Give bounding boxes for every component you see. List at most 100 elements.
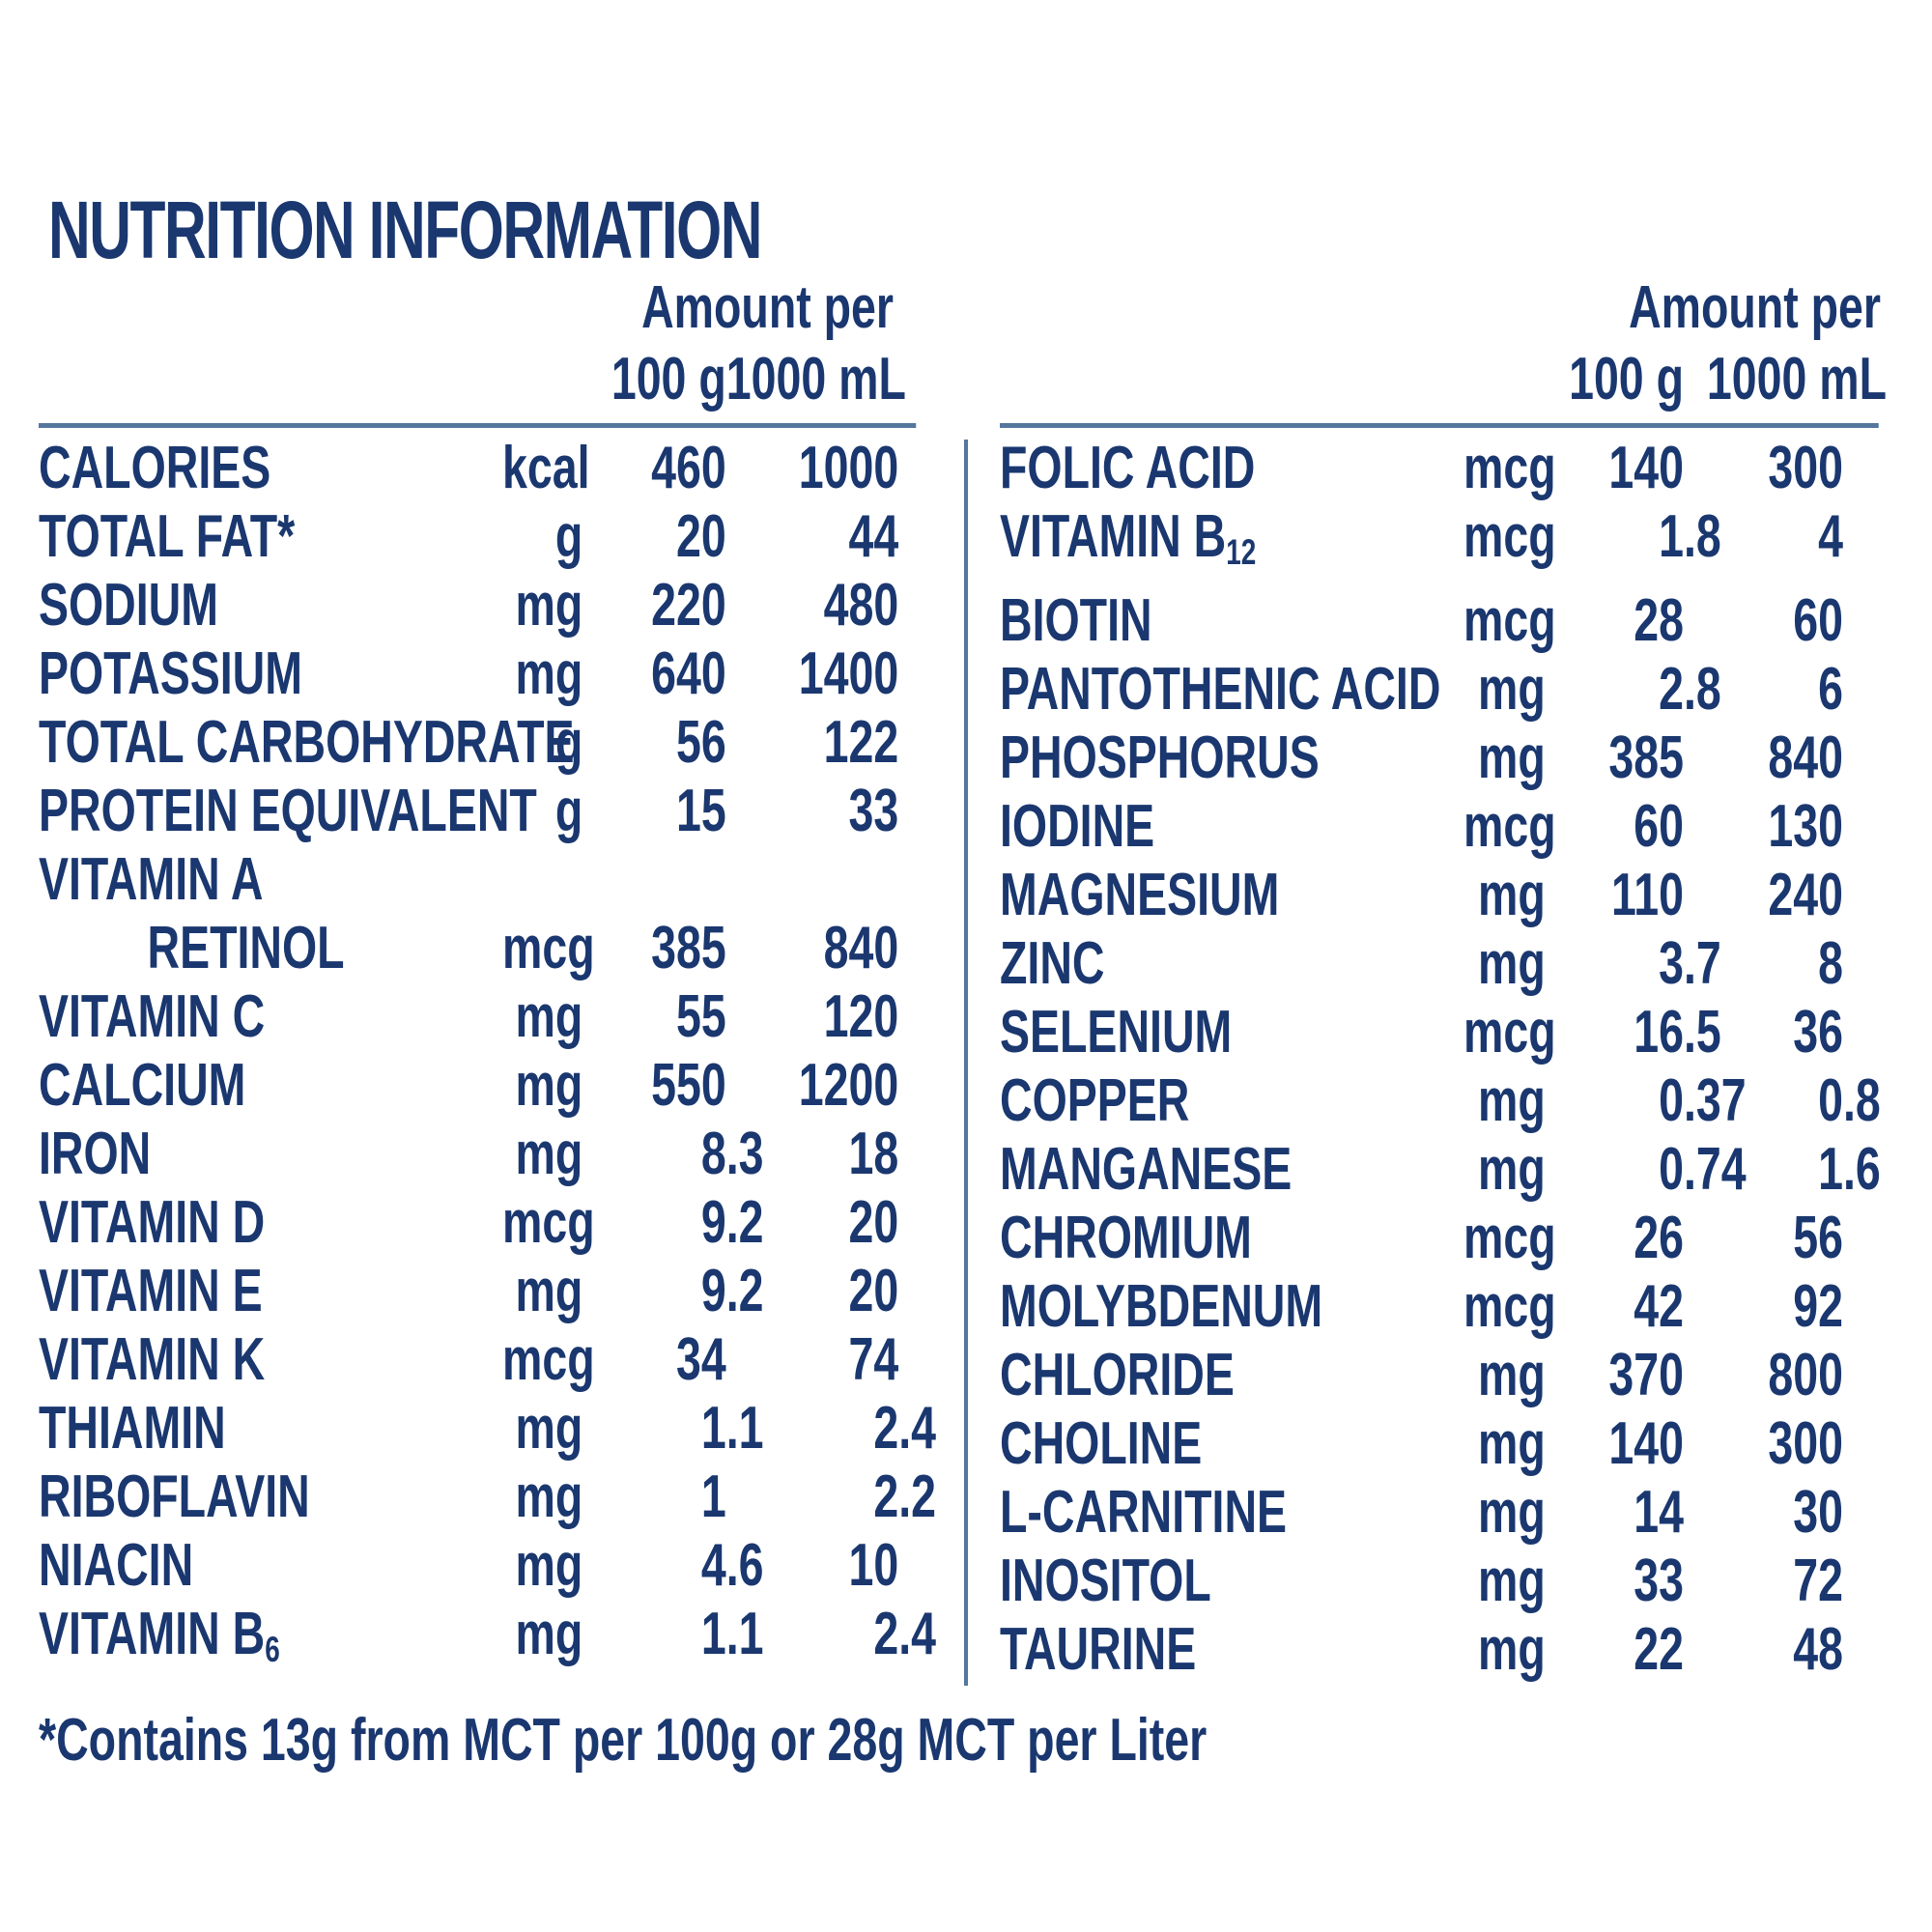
nutrient-name: L-CARNITINE <box>1000 1479 1288 1547</box>
table-row: POTASSIUM mg 640 1400 <box>39 639 916 708</box>
value-100g: 26 <box>1634 1205 1684 1272</box>
nutrient-name: TOTAL CARBOHYDRATE <box>39 709 575 776</box>
nutrient-name: TAURINE <box>1000 1616 1197 1684</box>
unit-label: mcg <box>502 915 595 981</box>
value-100g: 14 <box>1634 1479 1684 1547</box>
value-100g: 220 <box>651 572 726 639</box>
nutrient-name: PHOSPHORUS <box>1000 724 1320 792</box>
nutrient-name: CHLORIDE <box>1000 1342 1235 1409</box>
value-100g: 550 <box>651 1052 726 1119</box>
value-100g: 34 <box>676 1326 726 1393</box>
value-100g: 640 <box>651 640 726 707</box>
value-1000ml: 6 <box>1818 656 1843 724</box>
subscript: 6 <box>265 1629 280 1670</box>
value-100g: 4.6 <box>700 1532 764 1599</box>
nutrient-name: VITAMIN E <box>39 1258 263 1324</box>
value-1000ml: 10 <box>848 1532 899 1599</box>
nutrient-name: MAGNESIUM <box>1000 862 1280 929</box>
value-1000ml: 20 <box>848 1189 899 1256</box>
value-100g: 0.74 <box>1659 1136 1747 1204</box>
unit-label: mg <box>515 1121 583 1187</box>
mct-footnote: *Contains 13g from MCT per 100g or 28g M… <box>39 1707 1208 1774</box>
nutrient-name: TOTAL FAT* <box>39 503 296 570</box>
unit-label: g <box>554 709 583 776</box>
value-1000ml: 30 <box>1793 1479 1843 1547</box>
table-row: MAGNESIUM mg 110 240 <box>1000 861 1879 929</box>
table-row: CHLORIDE mg 370 800 <box>1000 1341 1879 1409</box>
value-100g: 1.8 <box>1659 503 1721 570</box>
nutrient-name: VITAMIN D <box>39 1189 266 1256</box>
col-header-1000ml: 1000 mL <box>1706 346 1887 412</box>
value-1000ml: 48 <box>1793 1616 1843 1684</box>
unit-label: g <box>554 778 583 844</box>
value-1000ml: 130 <box>1768 793 1843 861</box>
nutrient-name: IODINE <box>1000 793 1155 861</box>
value-1000ml: 2.4 <box>873 1395 937 1462</box>
nutrient-name: SODIUM <box>39 572 218 639</box>
table-row: VITAMIN E mg 9.2 20 <box>39 1257 916 1325</box>
value-1000ml: 240 <box>1768 862 1843 929</box>
nutrient-name: CALCIUM <box>39 1052 246 1119</box>
value-1000ml: 300 <box>1768 1410 1843 1478</box>
unit-label: mg <box>515 1258 583 1324</box>
table-row: IRON mg 8.3 18 <box>39 1120 916 1188</box>
value-100g: 9.2 <box>700 1258 764 1324</box>
unit-label: mg <box>1478 1342 1546 1409</box>
nutrient-name: POTASSIUM <box>39 640 302 707</box>
value-100g: 9.2 <box>700 1189 764 1256</box>
value-100g: 1.1 <box>700 1395 764 1462</box>
unit-label: mg <box>515 1463 583 1530</box>
unit-label: mg <box>1478 930 1546 998</box>
nutrient-name: VITAMIN K <box>39 1326 266 1393</box>
table-row: PROTEIN EQUIVALENT g 15 33 <box>39 777 916 845</box>
table-row: VITAMIN B6 mg 1.1 2.4 <box>39 1600 936 1684</box>
nutrient-name: MOLYBDENUM <box>1000 1273 1323 1341</box>
value-1000ml: 8 <box>1818 930 1843 998</box>
table-row: THIAMIN mg 1.1 2.4 <box>39 1394 937 1463</box>
value-1000ml: 0.8 <box>1818 1067 1881 1135</box>
table-row: COPPER mg 0.37 0.8 <box>1000 1066 1881 1135</box>
value-100g: 22 <box>1634 1616 1684 1684</box>
unit-label: mcg <box>502 1189 595 1256</box>
table-row: VITAMIN K mcg 34 74 <box>39 1325 916 1394</box>
unit-label: mg <box>515 983 583 1050</box>
nutrient-name: SELENIUM <box>1000 999 1233 1066</box>
table-row: RIBOFLAVIN mg 1 2.2 <box>39 1463 937 1531</box>
value-100g: 3.7 <box>1659 930 1721 998</box>
subscript: 12 <box>1226 531 1257 573</box>
table-row: BIOTIN mcg 28 60 <box>1000 586 1879 655</box>
value-100g <box>582 845 726 914</box>
value-100g: 370 <box>1608 1342 1684 1409</box>
table-row: CALCIUM mg 550 1200 <box>39 1051 916 1120</box>
nutrient-name: VITAMIN C <box>39 983 266 1050</box>
unit-label: mcg <box>1463 1273 1556 1341</box>
unit-label: mg <box>1478 656 1546 724</box>
value-1000ml: 1400 <box>798 640 899 707</box>
unit-label: mg <box>1478 1479 1546 1547</box>
table-row: MANGANESE mg 0.74 1.6 <box>1000 1135 1881 1204</box>
nutrient-name: FOLIC ACID <box>1000 435 1256 501</box>
nutrient-name: VITAMIN B12 <box>1000 503 1257 573</box>
value-1000ml: 480 <box>823 572 899 639</box>
nutrient-name: CALORIES <box>39 435 271 501</box>
value-100g: 15 <box>676 778 726 844</box>
table-row: VITAMIN B12 mcg 1.8 4 <box>1000 502 1879 586</box>
unit-label: mcg <box>1463 1205 1556 1272</box>
value-1000ml: 1.6 <box>1818 1136 1881 1204</box>
value-1000ml: 122 <box>823 709 899 776</box>
nutrient-name: VITAMIN B6 <box>39 1601 280 1670</box>
nutrition-table-right: Amount per 100 g 1000 mL FOLIC ACID mcg 14… <box>1000 272 1887 1684</box>
nutrient-name: COPPER <box>1000 1067 1190 1135</box>
nutrient-name: PROTEIN EQUIVALENT <box>39 778 537 844</box>
value-1000ml: 18 <box>848 1121 899 1187</box>
nutrient-name: IRON <box>39 1121 152 1187</box>
unit-label: mg <box>1478 1410 1546 1478</box>
nutrient-name: RETINOL <box>147 915 345 981</box>
nutrient-name: PANTOTHENIC ACID <box>1000 656 1441 724</box>
value-100g: 140 <box>1608 1410 1684 1478</box>
amount-per-header-right: Amount per <box>1629 274 1881 341</box>
value-1000ml: 2.2 <box>873 1463 937 1530</box>
table-row: TAURINE mg 22 48 <box>1000 1615 1879 1684</box>
nutrient-name: ZINC <box>1000 930 1105 998</box>
